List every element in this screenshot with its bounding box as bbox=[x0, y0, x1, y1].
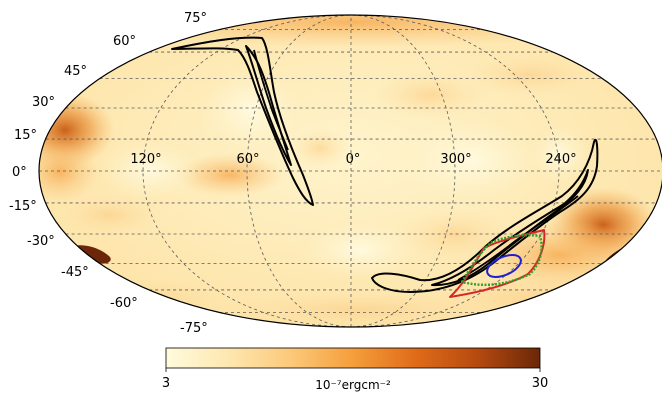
lon-tick-label: 60° bbox=[236, 152, 259, 167]
lat-tick-label: 75° bbox=[184, 11, 207, 26]
meridian-line bbox=[350, 15, 456, 327]
contour-blue bbox=[486, 253, 522, 279]
lat-tick-label: 45° bbox=[64, 64, 87, 79]
lon-tick-label: 0° bbox=[346, 152, 361, 167]
lat-tick-label: -15° bbox=[9, 199, 37, 214]
lat-tick-label: 30° bbox=[32, 95, 55, 110]
colorbar-min-label: 3 bbox=[162, 376, 170, 391]
contour-north-inner bbox=[245, 45, 292, 166]
colorbar-gradient bbox=[165, 347, 541, 369]
contour-north-core bbox=[253, 49, 289, 151]
lat-tick-label: 0° bbox=[12, 165, 27, 180]
colorbar-unit-label: 10⁻⁷ergcm⁻² bbox=[315, 378, 391, 392]
lat-tick-label: -60° bbox=[110, 296, 138, 311]
latitude-tick-labels: 75° 60° 45° 30° 15° 0° -15° -30° -45° -6… bbox=[9, 11, 208, 336]
lon-tick-label: 120° bbox=[130, 152, 161, 167]
colorbar: 3 30 10⁻⁷ergcm⁻² bbox=[162, 347, 549, 392]
colorbar-max-label: 30 bbox=[532, 376, 549, 391]
contour-south-core bbox=[457, 195, 579, 281]
lon-tick-label: 300° bbox=[440, 152, 471, 167]
contour-south-outer bbox=[371, 139, 599, 293]
map-boundary bbox=[38, 14, 662, 328]
lat-tick-label: -75° bbox=[180, 321, 208, 336]
lat-tick-label: -45° bbox=[61, 265, 89, 280]
lat-tick-label: 60° bbox=[113, 34, 136, 49]
lat-tick-label: 15° bbox=[14, 128, 37, 143]
meridian-line bbox=[350, 15, 560, 327]
meridian-line bbox=[142, 15, 352, 327]
lat-tick-label: -30° bbox=[27, 234, 55, 249]
localization-contours bbox=[171, 36, 599, 298]
contour-north-outer bbox=[171, 36, 314, 206]
excluded-region-left bbox=[74, 245, 111, 264]
lon-tick-label: 240° bbox=[545, 152, 576, 167]
meridian-line bbox=[246, 15, 352, 327]
contour-south-inner bbox=[431, 169, 589, 287]
contour-green bbox=[460, 234, 543, 287]
longitude-tick-labels: 120° 60° 0° 300° 240° bbox=[130, 152, 576, 167]
